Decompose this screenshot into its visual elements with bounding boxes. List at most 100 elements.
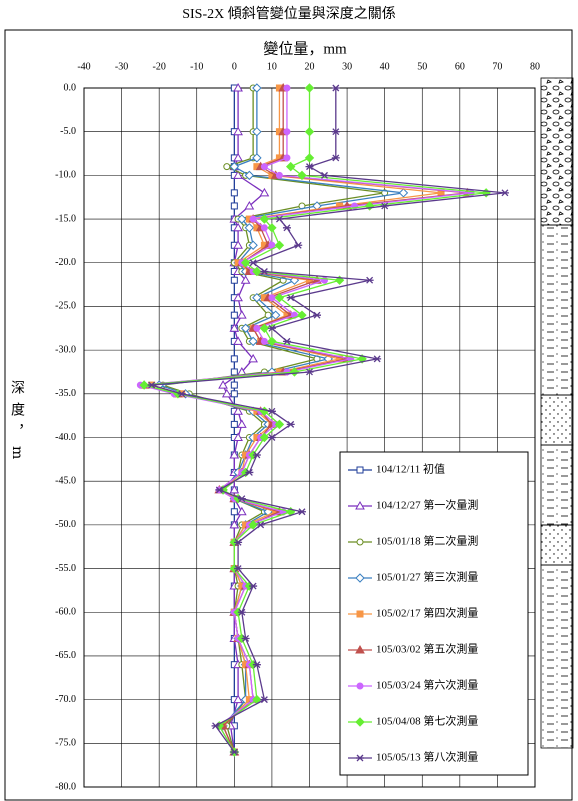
- y-axis-label: 深度，m: [9, 380, 25, 468]
- marker: [236, 419, 247, 428]
- marker: [221, 388, 232, 398]
- marker: [267, 223, 277, 233]
- marker: [241, 635, 250, 642]
- legend-label: 104/12/27 第一次量測: [376, 498, 478, 512]
- legend: 104/12/11 初值 104/12/27 第一次量測 105/01/18 第二次…: [339, 451, 529, 776]
- marker: [236, 310, 247, 319]
- y-tick-label: -55.0: [55, 563, 76, 574]
- marker: [356, 610, 364, 618]
- y-tick-label: -20.0: [55, 257, 76, 268]
- marker: [229, 449, 240, 459]
- marker: [259, 214, 270, 224]
- marker: [244, 170, 255, 181]
- marker: [233, 406, 243, 415]
- marker: [297, 508, 306, 516]
- marker: [331, 154, 340, 162]
- marker: [249, 582, 258, 590]
- marker: [248, 520, 258, 530]
- marker: [336, 355, 344, 363]
- marker: [139, 380, 149, 390]
- marker: [230, 390, 238, 398]
- marker: [274, 292, 285, 303]
- marker: [267, 407, 276, 415]
- marker: [282, 337, 291, 345]
- x-tick-label: -10: [190, 61, 203, 72]
- marker: [267, 434, 276, 441]
- x-axis-label: 變位量，mm: [263, 40, 347, 57]
- marker: [248, 336, 258, 347]
- marker: [233, 82, 243, 92]
- soil-layer: [540, 394, 574, 446]
- marker: [147, 381, 156, 389]
- marker: [305, 368, 314, 376]
- y-tick-label: -40.0: [55, 432, 76, 443]
- marker: [240, 323, 251, 333]
- marker: [304, 126, 315, 137]
- marker: [398, 188, 409, 198]
- marker: [248, 240, 258, 250]
- marker: [237, 495, 246, 503]
- marker: [304, 153, 315, 163]
- marker: [260, 696, 269, 704]
- marker: [286, 420, 295, 428]
- soil-layer: [540, 224, 574, 396]
- marker: [286, 294, 295, 302]
- marker: [373, 355, 382, 363]
- marker: [229, 161, 240, 172]
- marker: [252, 451, 261, 459]
- marker: [249, 215, 257, 223]
- y-tick-label: -80.0: [55, 781, 76, 792]
- x-tick-label: 80: [530, 61, 540, 72]
- marker: [356, 754, 364, 762]
- marker: [211, 722, 220, 730]
- marker: [233, 152, 243, 162]
- marker: [230, 311, 238, 319]
- marker: [233, 240, 243, 249]
- x-tick-label: 70: [492, 61, 502, 72]
- x-tick-label: 20: [305, 61, 315, 72]
- legend-label: 105/03/02 第五次測量: [376, 642, 478, 656]
- marker: [500, 189, 509, 197]
- marker: [230, 508, 238, 516]
- marker: [230, 748, 239, 756]
- marker: [355, 500, 365, 510]
- marker: [229, 323, 240, 332]
- x-tick-label: -30: [115, 61, 128, 72]
- soil-layer: [540, 524, 574, 566]
- marker: [229, 519, 240, 529]
- marker: [331, 84, 340, 92]
- marker: [267, 336, 277, 347]
- marker: [237, 608, 246, 616]
- marker: [331, 128, 340, 136]
- marker: [274, 419, 285, 430]
- soil-layer: [540, 564, 574, 749]
- marker: [259, 323, 270, 333]
- marker: [240, 275, 251, 284]
- geology-column: [540, 77, 574, 749]
- marker: [355, 573, 365, 583]
- marker: [234, 538, 243, 546]
- legend-label: 105/01/27 第三次測量: [376, 570, 478, 584]
- y-tick-label: -30.0: [55, 344, 76, 355]
- y-tick-label: -70.0: [55, 694, 76, 705]
- y-tick-label: -35.0: [55, 388, 76, 399]
- marker: [230, 420, 238, 428]
- marker: [297, 170, 307, 181]
- x-tick-label: 0: [232, 61, 237, 72]
- marker: [355, 717, 365, 727]
- marker: [223, 163, 231, 171]
- marker: [259, 187, 270, 197]
- x-tick-label: -40: [77, 61, 90, 72]
- legend-label: 105/01/18 第二次量測: [376, 534, 478, 548]
- series: [147, 84, 509, 756]
- marker: [275, 215, 284, 223]
- marker: [282, 224, 291, 232]
- marker: [356, 466, 364, 474]
- marker: [313, 311, 322, 319]
- marker: [252, 292, 262, 303]
- marker: [356, 538, 364, 546]
- marker: [253, 324, 261, 332]
- soil-layer: [540, 444, 574, 526]
